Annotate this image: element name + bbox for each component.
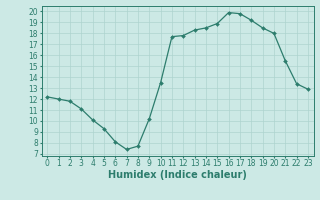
X-axis label: Humidex (Indice chaleur): Humidex (Indice chaleur) [108,170,247,180]
